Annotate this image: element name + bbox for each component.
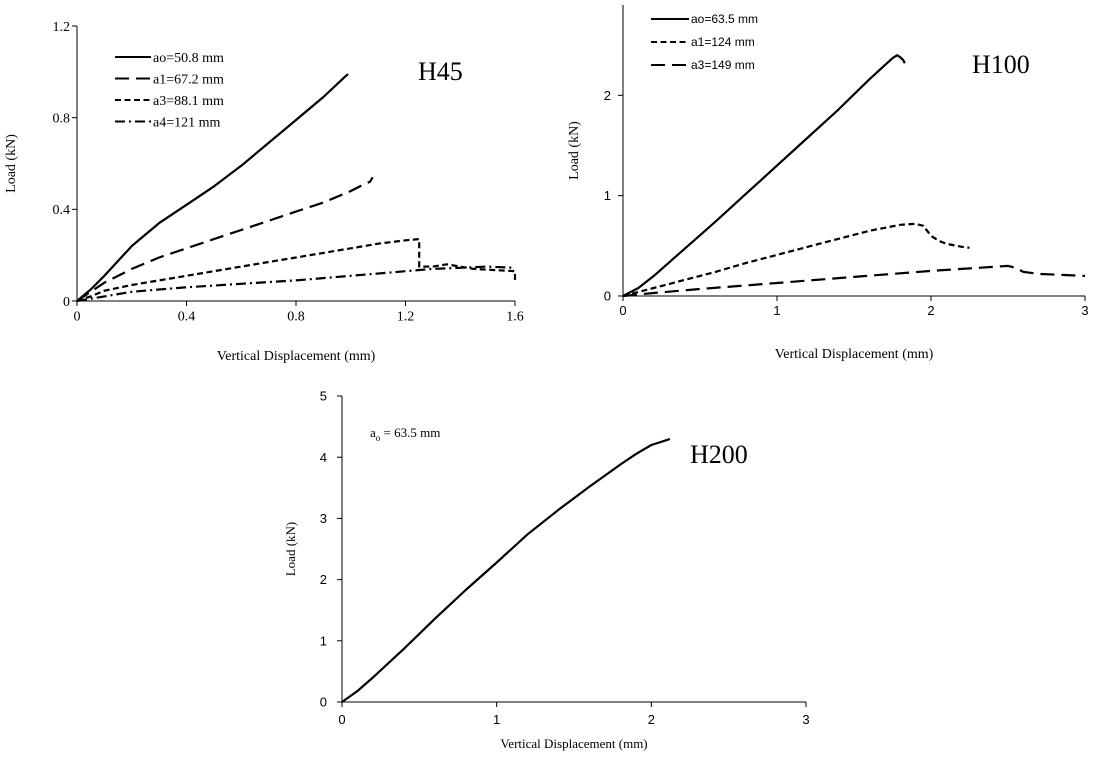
x-tick-label: 0.8 xyxy=(287,310,305,325)
series-line-2 xyxy=(622,222,970,298)
y-tick-label: 1 xyxy=(604,188,611,203)
series-line-2 xyxy=(76,176,374,302)
annotation-label: ao = 63.5 mm xyxy=(370,425,440,443)
series-line-1 xyxy=(76,73,349,302)
x-tick-label: 0 xyxy=(74,310,81,325)
series-line-3 xyxy=(622,264,1086,298)
chart-title: H200 xyxy=(690,440,748,469)
x-tick-label: 1 xyxy=(773,303,780,318)
annotation-tail: = 63.5 mm xyxy=(380,425,440,440)
chart-panel-h45: 0 0.4 0.8 1.2 1.6 0 0.4 0.8 1.2 Vertical Displace… xyxy=(4,20,524,364)
x-tick-label: 0.4 xyxy=(178,310,196,325)
chart-title: H100 xyxy=(972,50,1030,79)
legend-label: ao=63.5 mm xyxy=(691,12,758,26)
x-tick-label: 0 xyxy=(619,303,626,318)
x-tick-label: 2 xyxy=(927,303,934,318)
y-tick-label: 0.8 xyxy=(53,112,71,127)
annotation-subscript: o xyxy=(376,433,381,443)
chart-panel-h200: 0 1 2 3 0 1 2 3 4 5 Vertical Displacement (mm) Load… xyxy=(283,389,810,751)
annotation-main: a xyxy=(370,425,376,440)
y-axis-label: Load (kN) xyxy=(4,134,19,193)
y-tick-label: 0 xyxy=(320,695,327,710)
y-tick-label: 0 xyxy=(63,295,70,310)
legend: ao=63.5 mm a1=124 mm a3=149 mm xyxy=(651,12,758,72)
chart-title: H45 xyxy=(418,57,463,86)
legend-label: a4=121 mm xyxy=(153,115,220,130)
series-line-1 xyxy=(622,54,906,297)
y-tick-label: 2 xyxy=(320,572,327,587)
y-tick-label: 4 xyxy=(320,450,327,465)
legend-label: a3=149 mm xyxy=(691,58,755,72)
x-tick-label: 0 xyxy=(338,712,345,727)
legend-label: a1=67.2 mm xyxy=(153,72,224,87)
x-axis-label: Vertical Displacement (mm) xyxy=(217,349,376,364)
legend-label: a3=88.1 mm xyxy=(153,94,224,109)
y-axis-label: Load (kN) xyxy=(567,121,582,180)
x-tick-label: 2 xyxy=(648,712,655,727)
y-tick-label: 0 xyxy=(604,289,611,304)
legend-label: ao=50.8 mm xyxy=(153,51,224,66)
y-axis-label: Load (kN) xyxy=(283,522,298,577)
y-tick-label: 2 xyxy=(604,88,611,103)
y-tick-label: 5 xyxy=(320,389,327,404)
chart-panel-h100: 0 1 2 3 0 1 2 Vertical Displacement (mm) Load (k… xyxy=(567,5,1089,362)
series-line-1 xyxy=(341,437,671,703)
y-tick-label: 0.4 xyxy=(53,203,71,218)
x-tick-label: 3 xyxy=(802,712,809,727)
x-axis-label: Vertical Displacement (mm) xyxy=(775,347,934,362)
y-tick-label: 1 xyxy=(320,633,327,648)
series-line-4 xyxy=(76,265,516,303)
x-tick-label: 1.6 xyxy=(506,310,524,325)
legend: ao=50.8 mm a1=67.2 mm a3=88.1 mm a4=121 mm xyxy=(115,51,224,130)
x-axis-label: Vertical Displacement (mm) xyxy=(500,736,647,751)
x-tick-label: 3 xyxy=(1081,303,1088,318)
legend-label: a1=124 mm xyxy=(691,35,755,49)
y-tick-label: 3 xyxy=(320,511,327,526)
x-tick-label: 1.2 xyxy=(397,310,415,325)
x-tick-label: 1 xyxy=(493,712,500,727)
y-tick-label: 1.2 xyxy=(53,20,71,35)
series-line-3 xyxy=(76,238,517,303)
